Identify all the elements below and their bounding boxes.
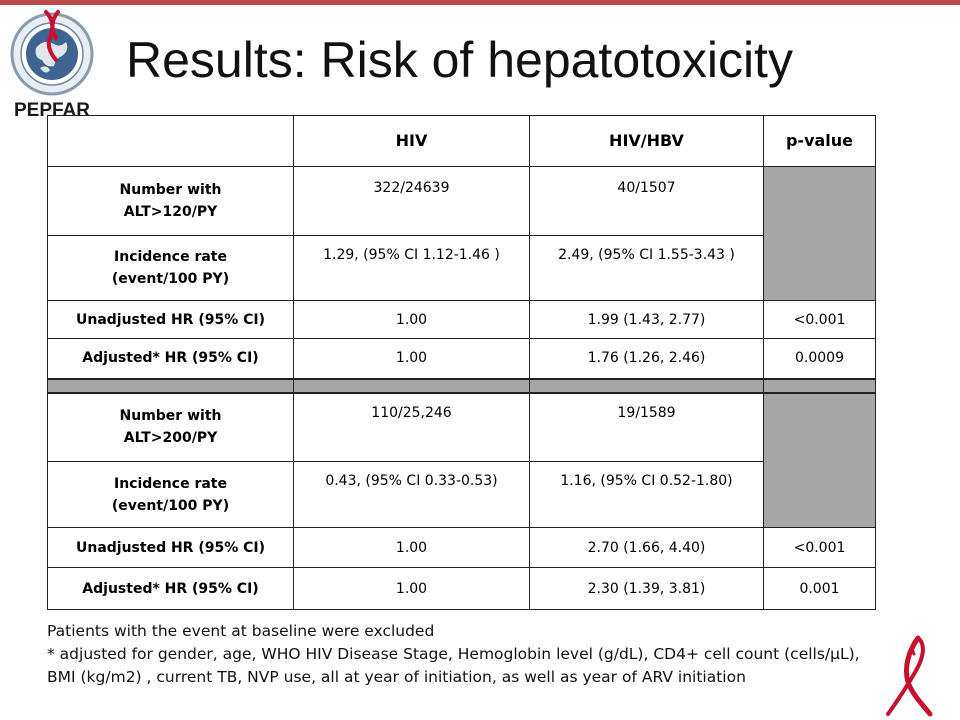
pepfar-globe-seal-icon bbox=[10, 10, 94, 96]
row-label-line1: Number with bbox=[119, 182, 222, 198]
separator-cell bbox=[47, 377, 294, 394]
p-value: <0.001 bbox=[763, 300, 876, 339]
header-hiv-hbv: HIV/HBV bbox=[529, 115, 764, 167]
table-row: Adjusted* HR (95% CI) 1.00 1.76 (1.26, 2… bbox=[47, 338, 876, 379]
hiv-value: 1.29, (95% CI 1.12-1.46 ) bbox=[293, 235, 530, 301]
row-label: Incidence rate (event/100 PY) bbox=[47, 461, 294, 528]
section-separator-row bbox=[47, 377, 876, 394]
footnotes: Patients with the event at baseline were… bbox=[47, 620, 867, 689]
p-value-merged-gray-cell bbox=[763, 392, 876, 528]
row-label-line1: Incidence rate bbox=[114, 475, 227, 492]
row-label-line1: Number with bbox=[119, 408, 222, 425]
header-hiv: HIV bbox=[293, 115, 530, 167]
row-label-line2: ALT>120/PY bbox=[123, 204, 218, 220]
table-row: Unadjusted HR (95% CI) 1.00 1.99 (1.43, … bbox=[47, 300, 876, 339]
row-label: Adjusted* HR (95% CI) bbox=[47, 567, 294, 610]
header-p-value: p-value bbox=[763, 115, 876, 167]
hiv-value: 1.00 bbox=[293, 300, 530, 339]
row-label-line2: ALT>200/PY bbox=[123, 430, 218, 447]
red-ribbon-icon bbox=[886, 635, 933, 717]
page-title: Results: Risk of hepatotoxicity bbox=[126, 32, 793, 88]
hiv-value: 110/25,246 bbox=[293, 392, 530, 462]
table-row: Unadjusted HR (95% CI) 1.00 2.70 (1.66, … bbox=[47, 527, 876, 568]
footnote-adjustment: * adjusted for gender, age, WHO HIV Dise… bbox=[47, 645, 860, 686]
hiv-hbv-value: 1.99 (1.43, 2.77) bbox=[529, 300, 764, 339]
p-value: <0.001 bbox=[763, 527, 876, 568]
table-header-row: HIV HIV/HBV p-value bbox=[47, 115, 876, 167]
table-row: Number with ALT>200/PY 110/25,246 19/158… bbox=[47, 392, 876, 528]
hepatotoxicity-results-table: HIV HIV/HBV p-value Number with ALT>120/… bbox=[47, 115, 876, 610]
header-empty-cell bbox=[47, 115, 294, 167]
row-label: Adjusted* HR (95% CI) bbox=[47, 338, 294, 379]
hiv-value: 1.00 bbox=[293, 567, 530, 610]
hiv-value: 0.43, (95% CI 0.33-0.53) bbox=[293, 461, 530, 528]
row-label: Unadjusted HR (95% CI) bbox=[47, 527, 294, 568]
table-row: Number with ALT>120/PY 322/24639 40/1507 bbox=[47, 166, 876, 301]
hiv-value: 1.00 bbox=[293, 338, 530, 379]
hiv-hbv-value: 40/1507 bbox=[529, 166, 764, 236]
row-label: Number with ALT>120/PY bbox=[47, 166, 294, 236]
hiv-value: 322/24639 bbox=[293, 166, 530, 236]
p-value: 0.001 bbox=[763, 567, 876, 610]
row-label-line2: (event/100 PY) bbox=[111, 497, 230, 514]
separator-cell bbox=[763, 377, 876, 394]
table-row: Adjusted* HR (95% CI) 1.00 2.30 (1.39, 3… bbox=[47, 567, 876, 610]
hiv-value: 1.00 bbox=[293, 527, 530, 568]
hiv-hbv-value: 1.76 (1.26, 2.46) bbox=[529, 338, 764, 379]
p-value: 0.0009 bbox=[763, 338, 876, 379]
row-label: Unadjusted HR (95% CI) bbox=[47, 300, 294, 339]
row-label-line2: (event/100 PY) bbox=[111, 271, 230, 287]
separator-cell bbox=[529, 377, 764, 394]
hiv-hbv-value: 1.16, (95% CI 0.52-1.80) bbox=[529, 461, 764, 528]
row-label-line1: Incidence rate bbox=[114, 249, 227, 265]
table-row: Incidence rate (event/100 PY) 0.43, (95%… bbox=[47, 461, 876, 528]
hiv-hbv-value: 2.70 (1.66, 4.40) bbox=[529, 527, 764, 568]
hiv-hbv-value: 2.30 (1.39, 3.81) bbox=[529, 567, 764, 610]
row-label: Number with ALT>200/PY bbox=[47, 392, 294, 462]
row-label: Incidence rate (event/100 PY) bbox=[47, 235, 294, 301]
hiv-hbv-value: 2.49, (95% CI 1.55-3.43 ) bbox=[529, 235, 764, 301]
separator-cell bbox=[293, 377, 530, 394]
table-row: Incidence rate (event/100 PY) 1.29, (95%… bbox=[47, 235, 876, 301]
p-value-merged-gray-cell bbox=[763, 166, 876, 301]
hiv-hbv-value: 19/1589 bbox=[529, 392, 764, 462]
footnote-exclusion: Patients with the event at baseline were… bbox=[47, 622, 435, 640]
pepfar-logo: PEPFAR bbox=[6, 8, 98, 121]
top-accent-bar bbox=[0, 0, 960, 5]
